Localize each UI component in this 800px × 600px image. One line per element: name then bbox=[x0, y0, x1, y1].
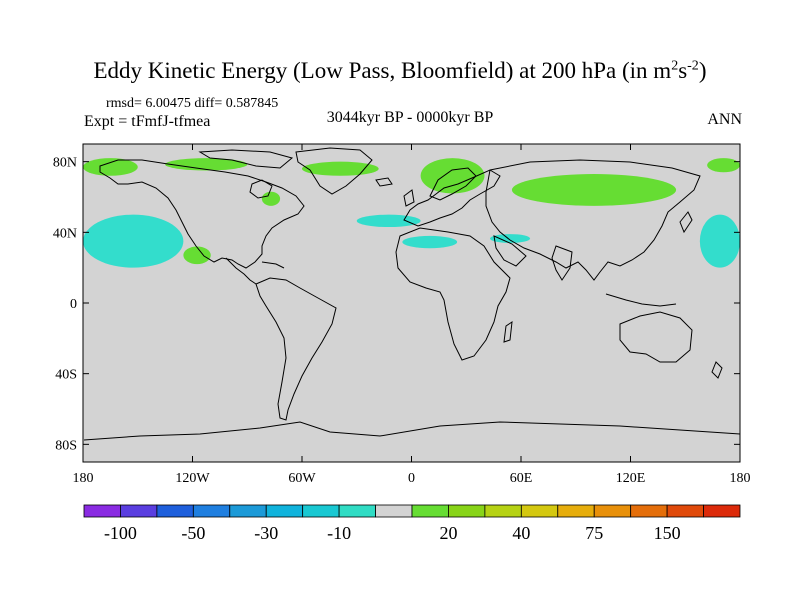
x-tick-label: 0 bbox=[408, 471, 415, 486]
colorbar-label: -10 bbox=[327, 523, 351, 543]
anomaly-region-north-atlantic bbox=[356, 214, 421, 228]
y-tick-label: 80S bbox=[55, 438, 77, 453]
colorbar-box bbox=[83, 504, 121, 518]
colorbar-label: -30 bbox=[254, 523, 278, 543]
colorbar-box bbox=[520, 504, 559, 518]
anomaly-region-siberia bbox=[511, 174, 677, 206]
coast-central-america bbox=[225, 257, 257, 285]
colorbar-box bbox=[229, 504, 267, 518]
anomaly-region-subtropical-atlantic-west bbox=[183, 246, 211, 265]
x-tick-label: 60W bbox=[288, 471, 316, 486]
coast-africa bbox=[395, 227, 511, 361]
y-tick-label: 40S bbox=[55, 368, 77, 383]
colorbar-label: -50 bbox=[181, 523, 205, 543]
colorbar-label: 75 bbox=[585, 523, 603, 543]
anomaly-region-mediterranean bbox=[402, 235, 458, 249]
coast-scandinavia bbox=[429, 167, 477, 201]
colorbar: -100 -50 -30 -10 20 40 75 150 bbox=[83, 504, 741, 543]
coast-greenland bbox=[295, 147, 373, 195]
anomaly-regions bbox=[83, 158, 740, 268]
x-tick-label: 120E bbox=[616, 471, 646, 486]
x-tick-label: 60E bbox=[510, 471, 533, 486]
chart-title: Eddy Kinetic Energy (Low Pass, Bloomfiel… bbox=[93, 58, 707, 83]
coast-europe bbox=[403, 169, 501, 227]
colorbar-label: -100 bbox=[104, 523, 137, 543]
coastlines bbox=[83, 147, 741, 441]
coast-japan bbox=[679, 211, 693, 234]
colorbar-box bbox=[703, 504, 741, 518]
colorbar-label: 150 bbox=[654, 523, 681, 543]
colorbar-box bbox=[192, 504, 231, 518]
coast-antarctica bbox=[83, 421, 741, 441]
colorbar-label: 40 bbox=[512, 523, 530, 543]
period-label: 3044kyr BP - 0000kyr BP bbox=[326, 109, 494, 126]
coast-india bbox=[551, 245, 573, 281]
coast-arctic-islands bbox=[198, 149, 294, 169]
anomaly-region-arctic-greenland bbox=[302, 161, 379, 176]
y-tick-label: 40N bbox=[53, 226, 77, 241]
colorbar-box bbox=[265, 504, 304, 518]
colorbar-box bbox=[484, 504, 522, 518]
anomaly-region-arctic-north-america bbox=[165, 158, 248, 171]
axis-ticks: 180 120W 60W 0 60E 120E 180 80N 40N 0 40S 80S bbox=[53, 144, 751, 486]
coast-australia bbox=[619, 311, 693, 363]
y-tick-label: 80N bbox=[53, 156, 77, 171]
anomaly-region-scandinavia-arctic bbox=[420, 158, 485, 194]
anomaly-region-hudson-bay bbox=[261, 191, 281, 206]
map-plot: 180 120W 60W 0 60E 120E 180 80N 40N 0 40S 80S bbox=[53, 143, 751, 486]
season-label: ANN bbox=[707, 111, 742, 128]
coast-indonesia bbox=[605, 293, 677, 307]
coast-asia bbox=[485, 159, 701, 281]
colorbar-box bbox=[375, 504, 413, 518]
experiment-label: Expt = tFmfJ-tfmea bbox=[84, 113, 211, 130]
anomaly-region-arctic-pacific-west bbox=[83, 158, 138, 176]
coast-iceland bbox=[375, 177, 393, 187]
x-tick-label: 180 bbox=[730, 471, 751, 486]
anomaly-region-middle-east bbox=[489, 234, 531, 243]
colorbar-box bbox=[120, 504, 158, 518]
anomaly-region-north-pacific-east bbox=[699, 214, 740, 268]
coast-south-america bbox=[255, 277, 337, 421]
colorbar-box bbox=[666, 504, 704, 518]
coast-british-isles bbox=[403, 189, 415, 207]
coast-hudson-bay bbox=[249, 179, 273, 199]
coast-madagascar bbox=[503, 320, 513, 343]
coast-north-america bbox=[99, 159, 305, 269]
colorbar-box bbox=[156, 504, 194, 518]
colorbar-box bbox=[557, 504, 595, 518]
anomaly-region-north-pacific bbox=[83, 214, 184, 268]
x-tick-label: 180 bbox=[73, 471, 94, 486]
coast-new-zealand bbox=[711, 361, 723, 379]
colorbar-box bbox=[302, 504, 340, 518]
colorbar-box bbox=[593, 504, 632, 518]
coast-caribbean bbox=[261, 261, 285, 269]
coast-arabia bbox=[493, 235, 527, 267]
x-tick-label: 120W bbox=[175, 471, 210, 486]
colorbar-label: 20 bbox=[439, 523, 457, 543]
colorbar-box bbox=[448, 504, 486, 518]
stats-text: rmsd= 6.00475 diff= 0.587845 bbox=[106, 96, 279, 111]
y-tick-label: 0 bbox=[70, 297, 77, 312]
colorbar-box bbox=[338, 504, 376, 518]
colorbar-box bbox=[630, 504, 668, 518]
anomaly-region-arctic-east bbox=[707, 158, 740, 173]
colorbar-box bbox=[411, 504, 449, 518]
